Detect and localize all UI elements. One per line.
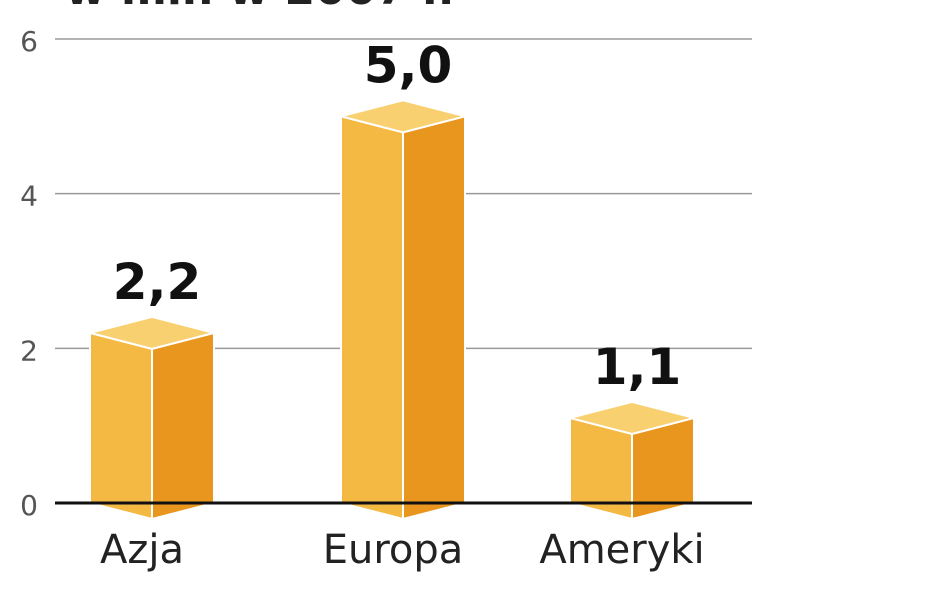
bars [89,99,695,521]
x-category-label: Ameryki [539,527,704,573]
bar [340,99,466,521]
bar-top-face [340,99,466,134]
chart-title-fragment: w mln w 2007 r. [65,0,454,15]
bar-front-face [340,115,404,521]
y-tick-labels: 0 2 4 6 [20,25,38,522]
bar-side-face [151,331,215,521]
bar-top-face [569,400,695,435]
bar [569,400,695,521]
y-tick-label: 2 [20,334,38,367]
x-category-label: Europa [323,527,464,573]
y-tick-label: 4 [20,180,38,213]
x-category-label: Azja [100,527,184,573]
y-tick-label: 0 [20,489,38,522]
bar-value-label: 1,1 [593,338,682,396]
bar-front-face [89,331,153,521]
bar-value-label: 5,0 [364,36,453,94]
bar-side-face [402,115,466,521]
bar-top-face [89,315,215,350]
value-labels: 2,2 5,0 1,1 [113,36,682,396]
footer-fragment: ... [0,579,19,593]
bar [89,315,215,521]
category-labels: Azja Europa Ameryki [100,527,705,573]
bar-value-label: 2,2 [113,253,202,311]
y-tick-label: 6 [20,25,38,58]
